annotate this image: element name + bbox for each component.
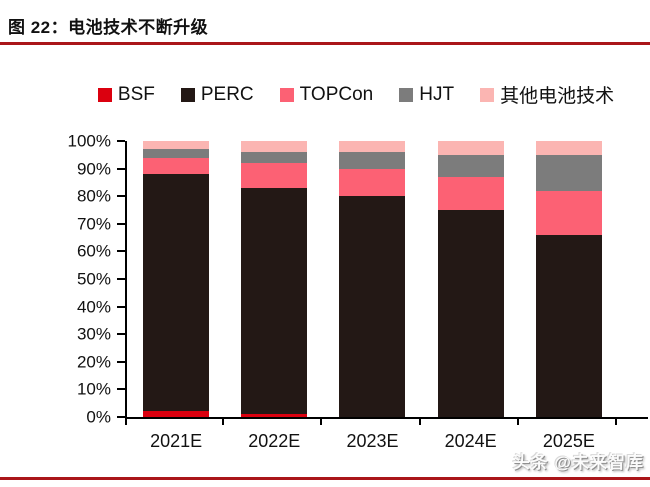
y-axis-label: 0%	[86, 407, 111, 427]
x-axis-tick	[320, 418, 323, 425]
y-axis-tick	[117, 167, 125, 170]
y-axis-tick	[117, 360, 125, 363]
y-axis-label: 10%	[76, 379, 111, 399]
bar-segment-PERC	[241, 187, 308, 415]
stacked-bar	[143, 141, 210, 417]
y-axis-label: 20%	[76, 352, 111, 372]
y-axis-tick	[117, 250, 125, 253]
bar-segment-PERC	[143, 174, 210, 412]
x-axis-label: 2022E	[248, 431, 301, 451]
figure-title: 图 22：电池技术不断升级	[8, 18, 209, 37]
y-axis-label: 40%	[76, 297, 111, 317]
legend-item-TOPCon: TOPCon	[279, 83, 374, 106]
legend-swatch-icon	[180, 87, 195, 102]
y-axis-label: 100%	[67, 131, 111, 151]
bar-segment-PERC	[535, 234, 602, 417]
legend-swatch-icon	[399, 87, 414, 102]
legend-label: BSF	[117, 83, 155, 105]
bar-column-2021E	[127, 141, 225, 417]
legend-swatch-icon	[480, 87, 495, 102]
bar-segment-BSF	[143, 411, 210, 417]
stacked-bar	[241, 141, 308, 417]
bar-segment-PERC	[437, 210, 504, 417]
legend-label: PERC	[200, 83, 254, 105]
y-axis-tick	[117, 222, 125, 225]
legend-item-PERC: PERC	[180, 83, 254, 106]
bar-segment-TOPCon	[437, 176, 504, 210]
plot-area	[125, 141, 648, 419]
stacked-bar	[339, 141, 406, 417]
watermark: 头条 @未来智库	[512, 453, 644, 472]
y-axis-label: 30%	[76, 324, 111, 344]
bar-segment-其他电池技术	[535, 141, 602, 155]
y-axis-label: 80%	[76, 186, 111, 206]
bar-column-2024E	[422, 141, 520, 417]
legend-swatch-icon	[97, 87, 112, 102]
x-axis-tick	[222, 418, 225, 425]
x-axis-label: 2024E	[444, 431, 497, 451]
bar-segment-其他电池技术	[339, 141, 406, 153]
y-axis-tick	[117, 388, 125, 391]
y-axis-label: 50%	[76, 269, 111, 289]
bar-segment-TOPCon	[535, 190, 602, 235]
chart-legend: BSF PERC TOPCon HJT 其他电池技术	[0, 81, 650, 108]
y-axis-tick	[117, 305, 125, 308]
x-axis-tick	[418, 418, 421, 425]
bar-segment-HJT	[339, 152, 406, 169]
stacked-bar	[437, 141, 504, 417]
bar-segment-其他电池技术	[241, 141, 308, 153]
bars-row	[127, 141, 618, 417]
bar-segment-TOPCon	[241, 163, 308, 188]
y-axis-tick	[117, 195, 125, 198]
x-axis-label: 2021E	[150, 431, 203, 451]
y-axis-tick	[117, 278, 125, 280]
bar-segment-其他电池技术	[143, 141, 210, 150]
legend-item-其他电池技术: 其他电池技术	[480, 81, 614, 108]
x-axis-tick	[615, 418, 617, 425]
bar-column-2025E	[520, 141, 618, 417]
x-axis-tick	[516, 418, 519, 425]
legend-swatch-icon	[279, 87, 294, 102]
y-axis-tick	[117, 416, 125, 418]
legend-item-BSF: BSF	[97, 83, 155, 106]
legend-label: 其他电池技术	[500, 86, 615, 107]
y-axis-label: 60%	[76, 241, 111, 261]
x-axis-label: 2023E	[346, 431, 399, 451]
stacked-bar	[535, 141, 602, 417]
bar-segment-HJT	[535, 154, 602, 191]
bar-segment-HJT	[143, 149, 210, 158]
x-axis-label: 2025E	[542, 431, 595, 451]
bar-segment-BSF	[241, 414, 308, 417]
legend-item-HJT: HJT	[399, 84, 454, 106]
bar-segment-TOPCon	[339, 168, 406, 197]
y-axis-label: 70%	[76, 214, 111, 234]
x-axis-tick	[125, 418, 127, 425]
bar-column-2022E	[225, 141, 323, 417]
y-axis-labels: 0% 10% 20% 30% 40% 50% 60% 70% 80% 90% 100%	[0, 133, 111, 426]
bar-segment-PERC	[339, 196, 406, 417]
y-axis-ticks	[117, 140, 125, 418]
x-axis-ticks	[125, 418, 646, 426]
y-axis-label: 90%	[76, 159, 111, 179]
bar-column-2023E	[323, 141, 421, 417]
bar-segment-其他电池技术	[437, 141, 504, 155]
legend-label: HJT	[419, 83, 455, 105]
bar-segment-TOPCon	[143, 157, 210, 175]
bar-segment-HJT	[437, 154, 504, 177]
legend-label: TOPCon	[299, 83, 374, 105]
title-underline	[0, 42, 650, 45]
x-axis-labels: 2021E 2022E 2023E 2024E 2025E	[127, 431, 618, 452]
y-axis-tick	[117, 333, 125, 336]
bar-segment-HJT	[241, 152, 308, 164]
y-axis-tick	[117, 140, 125, 142]
bottom-rule	[0, 477, 650, 480]
